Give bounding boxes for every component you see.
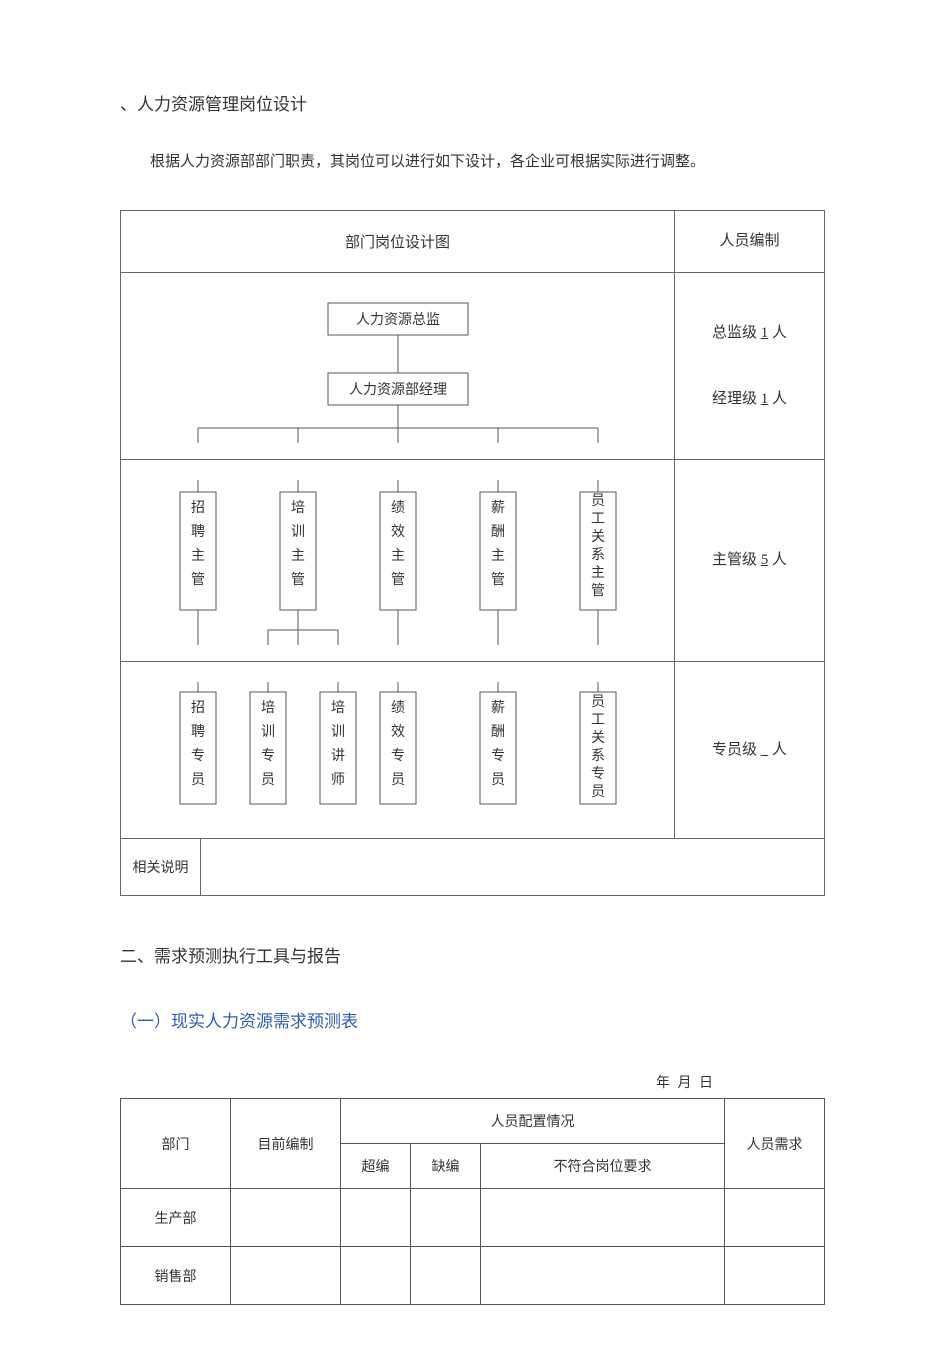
manager-suffix: 人 [772,391,787,407]
staff-sup: 主管级 5 人 [675,460,825,662]
section-1-heading: 、人力资源管理岗位设计 [120,90,825,115]
row-dept: 生产部 [121,1189,231,1247]
org-chart-title: 部门岗位设计图 [121,211,675,273]
manager-level-label: 经理级 [712,391,757,407]
spec-level-label: 专员级 [712,742,757,758]
th-current: 目前编制 [231,1099,341,1189]
section-2-subheading: （一）现实人力资源需求预测表 [120,1007,825,1032]
org-chart-top-svg: 人力资源总监 人力资源部经理 [138,293,658,443]
sup-suffix: 人 [772,552,787,568]
org-chart-container: 部门岗位设计图 人员编制 人力资源总监 人力资源部经理 总监级 1 [120,210,825,896]
th-unfit: 不符合岗位要求 [481,1144,725,1189]
org-chart-sup-cell: 招聘主管 培训主管 绩效主管 薪酬主管 员工关系主管 [121,460,675,662]
forecast-table: 部门 目前编制 人员配置情况 人员需求 超编 缺编 不符合岗位要求 生产部 销售… [120,1098,825,1305]
date-line: 年 月 日 [120,1072,825,1092]
notes-label: 相关说明 [121,839,201,896]
sup-level-label: 主管级 [712,552,757,568]
row-dept: 销售部 [121,1247,231,1305]
director-label: 人力资源总监 [356,312,440,328]
notes-content [201,839,825,896]
manager-label: 人力资源部经理 [349,382,447,398]
director-suffix: 人 [772,325,787,341]
director-count: 1 [761,325,769,341]
section-2-heading: 二、需求预测执行工具与报告 [120,942,825,967]
org-chart-top-cell: 人力资源总监 人力资源部经理 [121,273,675,460]
spec-suffix: 人 [772,742,787,758]
th-need: 人员需求 [725,1099,825,1189]
staff-top: 总监级 1 人 经理级 1 人 [675,273,825,460]
sup-count: 5 [761,552,769,568]
th-over: 超编 [341,1144,411,1189]
org-chart-spec-svg: 招聘专员 培训专员 培训讲师 绩效专员 薪酬专员 员工关系专员 [138,682,658,822]
director-level-label: 总监级 [712,325,757,341]
table-row: 销售部 [121,1247,825,1305]
staff-spec: 专员级 人 [675,662,825,839]
th-under: 缺编 [411,1144,481,1189]
table-row: 生产部 [121,1189,825,1247]
org-chart-sup-svg: 招聘主管 培训主管 绩效主管 薪酬主管 员工关系主管 [138,480,658,645]
th-config: 人员配置情况 [341,1099,725,1144]
org-chart-spec-cell: 招聘专员 培训专员 培训讲师 绩效专员 薪酬专员 员工关系专员 [121,662,675,839]
manager-count: 1 [761,391,769,407]
section-1-intro: 根据人力资源部部门职责，其岗位可以进行如下设计，各企业可根据实际进行调整。 [120,149,825,176]
th-dept: 部门 [121,1099,231,1189]
staff-heading: 人员编制 [675,211,825,273]
